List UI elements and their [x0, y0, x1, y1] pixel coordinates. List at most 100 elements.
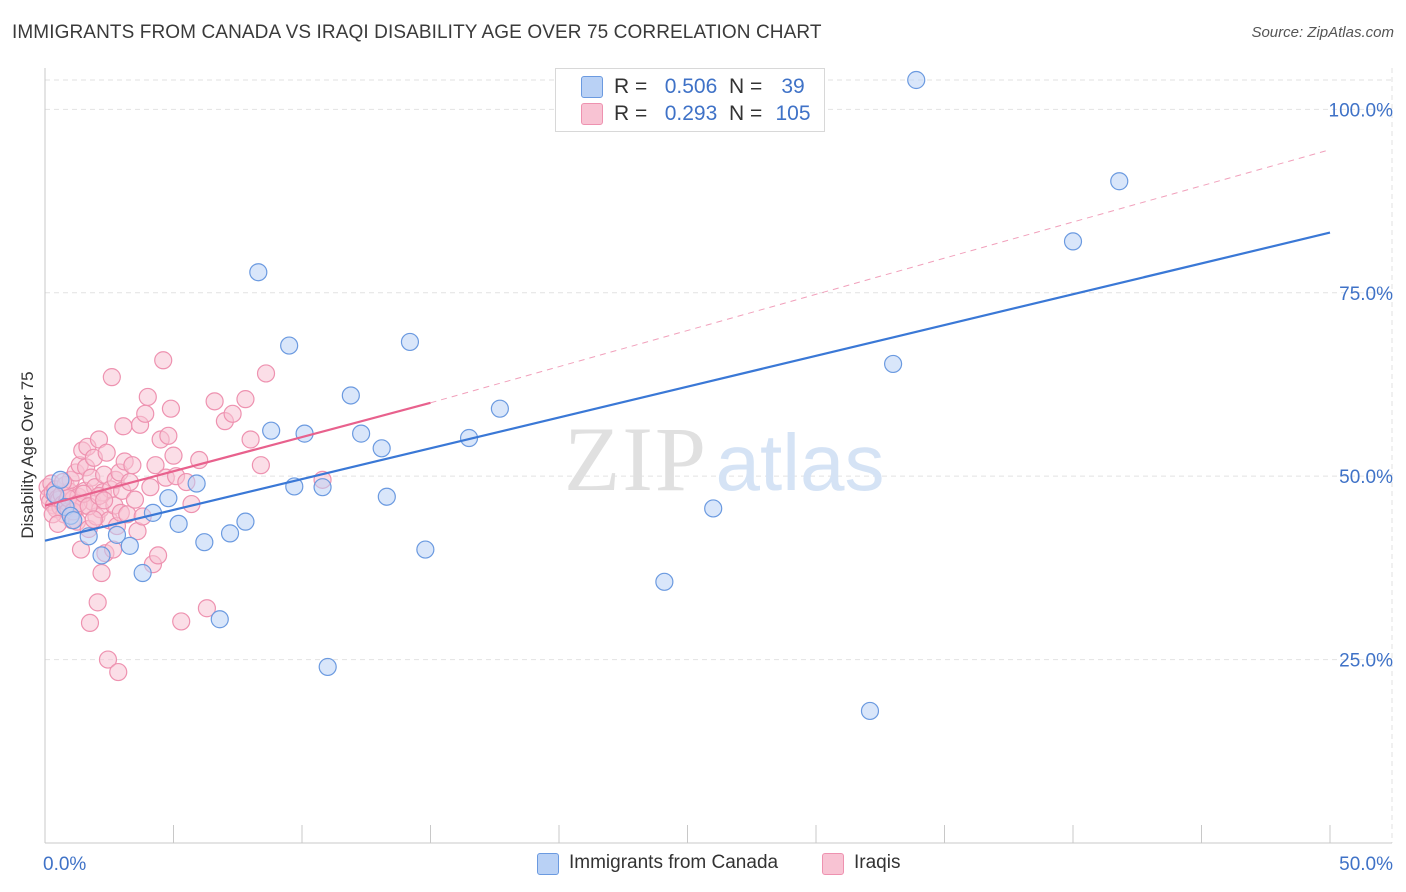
- iraqis-point: [159, 426, 178, 445]
- iraqis-point: [141, 478, 160, 497]
- canada-point: [377, 487, 396, 506]
- r-value: 0.506: [664, 75, 718, 98]
- r-label: R =: [614, 102, 648, 125]
- n-value: 105: [775, 102, 811, 125]
- series-iraqis: [38, 351, 332, 682]
- gridlines: [45, 68, 1393, 843]
- canada-point: [236, 512, 255, 531]
- iraqis-point: [95, 491, 114, 510]
- iraqis-point: [125, 490, 145, 509]
- iraqis-point: [161, 399, 181, 418]
- iraqis-point: [92, 563, 111, 583]
- canada-point: [280, 336, 299, 355]
- iraqis-trend-extension: [430, 149, 1331, 404]
- iraqis-point: [114, 417, 133, 436]
- n-value: 39: [781, 75, 805, 98]
- canada-point: [416, 540, 435, 559]
- canada-point: [907, 70, 926, 90]
- source-label: Source: ZipAtlas.com: [1251, 24, 1394, 41]
- canada-point: [1110, 172, 1129, 191]
- canada-point: [655, 572, 674, 591]
- trend-lines: [44, 149, 1331, 542]
- watermark: ZIP atlas: [564, 408, 884, 510]
- iraqis-point: [102, 368, 121, 387]
- canada-point: [195, 533, 214, 552]
- canada-point: [51, 470, 70, 489]
- iraqis-point: [236, 390, 255, 409]
- canada-point: [318, 657, 337, 677]
- iraqis-point: [205, 392, 224, 411]
- watermark-zip: ZIP: [564, 408, 708, 510]
- legend-label: Iraqis: [854, 852, 901, 873]
- canada-point: [1063, 232, 1083, 251]
- iraqis-swatch: [581, 103, 603, 125]
- x-tick-label: 0.0%: [43, 854, 86, 875]
- iraqis-point: [256, 364, 276, 383]
- tick-labels: 25.0% 50.0% 75.0% 100.0% 0.0% 50.0%: [43, 100, 1393, 875]
- iraqis-point: [109, 662, 128, 682]
- canada-point: [169, 514, 188, 533]
- iraqis-point: [146, 456, 165, 475]
- iraqis-point: [97, 443, 116, 462]
- canada-point: [490, 399, 509, 418]
- r-label: R =: [614, 75, 648, 98]
- canada-trend-line: [44, 231, 1331, 542]
- y-tick-label: 75.0%: [1339, 284, 1393, 305]
- iraqis-point: [154, 351, 173, 370]
- canada-point: [210, 610, 229, 629]
- canada-point: [883, 354, 903, 374]
- iraqis-point: [138, 387, 157, 407]
- y-axis-label: Disability Age Over 75: [18, 371, 37, 539]
- iraqis-point: [241, 430, 260, 449]
- iraqis-point: [80, 613, 100, 633]
- iraqis-point: [172, 612, 191, 631]
- iraqis-trend-line: [44, 401, 431, 507]
- iraqis-point: [123, 456, 142, 475]
- chart-title: IMMIGRANTS FROM CANADA VS IRAQI DISABILI…: [12, 22, 822, 43]
- canada-point: [372, 439, 391, 458]
- iraqis-point: [148, 546, 168, 565]
- canada-point: [107, 525, 127, 544]
- iraqis-point: [197, 599, 217, 618]
- canada-point: [860, 701, 880, 721]
- iraqis-point: [251, 456, 270, 475]
- n-label: N =: [729, 75, 763, 98]
- x-tick-label: 50.0%: [1339, 854, 1393, 875]
- iraqis-swatch: [822, 853, 844, 875]
- canada-point: [341, 386, 360, 405]
- canada-point: [92, 546, 111, 565]
- canada-point: [400, 332, 420, 352]
- iraqis-point: [136, 404, 155, 423]
- y-tick-label: 25.0%: [1339, 651, 1393, 672]
- canada-point: [249, 263, 268, 282]
- canada-swatch: [581, 76, 603, 98]
- iraqis-point: [88, 593, 107, 612]
- canada-point: [120, 536, 139, 555]
- series-legend: Immigrants from Canada Iraqis: [0, 852, 1406, 878]
- canada-point: [295, 424, 314, 443]
- n-label: N =: [729, 102, 763, 125]
- canada-point: [187, 474, 206, 493]
- canada-point: [313, 478, 332, 497]
- iraqis-point: [98, 650, 118, 669]
- series-immigrants-from-canada: [46, 70, 1129, 721]
- canada-point: [262, 421, 281, 440]
- canada-point: [133, 563, 152, 583]
- canada-point: [352, 424, 371, 443]
- canada-point: [220, 524, 240, 543]
- iraqis-point: [223, 404, 242, 423]
- canada-point: [159, 489, 178, 508]
- y-tick-label: 100.0%: [1329, 100, 1394, 121]
- y-tick-label: 50.0%: [1339, 467, 1393, 488]
- canada-point: [704, 499, 723, 518]
- r-value: 0.293: [664, 102, 718, 125]
- axes: [44, 68, 1392, 844]
- iraqis-point: [164, 446, 183, 465]
- canada-swatch: [537, 853, 559, 875]
- canada-point: [64, 511, 83, 530]
- legend-label: Immigrants from Canada: [569, 852, 779, 873]
- watermark-atlas: atlas: [716, 418, 885, 507]
- iraqis-point: [84, 510, 103, 529]
- stats-legend: R = 0.506 N = 39 R = 0.293 N = 105: [555, 68, 825, 132]
